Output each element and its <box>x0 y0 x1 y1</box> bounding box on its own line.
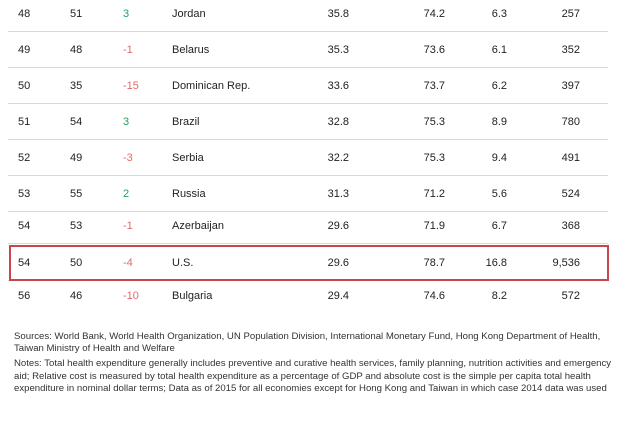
relative-cost-cell: 31.3 <box>327 188 349 200</box>
rank-cell: 52 <box>18 152 31 164</box>
life-expectancy-cell: 78.7 <box>423 257 445 269</box>
per-capita-cost-cell: 524 <box>561 188 580 200</box>
country-cell: Serbia <box>172 152 204 164</box>
table-row: 48 51 3 Jordan 35.8 74.2 6.3 257 <box>0 0 640 32</box>
health-expenditure-pct-cell: 6.1 <box>491 44 507 56</box>
life-expectancy-cell: 71.2 <box>423 188 445 200</box>
rank-change-cell: -1 <box>123 220 133 232</box>
rank-cell: 54 <box>18 220 31 232</box>
rank-change-cell: -10 <box>123 290 139 302</box>
health-expenditure-pct-cell: 8.9 <box>491 116 507 128</box>
per-capita-cost-cell: 572 <box>561 290 580 302</box>
per-capita-cost-cell: 368 <box>561 220 580 232</box>
relative-cost-cell: 32.8 <box>327 116 349 128</box>
relative-cost-cell: 32.2 <box>327 152 349 164</box>
previous-rank-cell: 48 <box>70 44 83 56</box>
rank-cell: 56 <box>18 290 31 302</box>
country-cell: Belarus <box>172 44 210 56</box>
rank-change-cell: -4 <box>123 257 133 269</box>
rank-cell: 54 <box>18 257 31 269</box>
life-expectancy-cell: 74.2 <box>423 8 445 20</box>
table-row: 56 46 -10 Bulgaria 29.4 74.6 8.2 572 <box>0 278 640 314</box>
rank-change-cell: -15 <box>123 80 139 92</box>
country-cell: Dominican Rep. <box>172 80 251 92</box>
per-capita-cost-cell: 9,536 <box>552 257 580 269</box>
country-cell: Bulgaria <box>172 290 213 302</box>
footnotes: Sources: World Bank, World Health Organi… <box>14 331 614 398</box>
country-cell: Russia <box>172 188 206 200</box>
table-row: 49 48 -1 Belarus 35.3 73.6 6.1 352 <box>0 32 640 68</box>
relative-cost-cell: 33.6 <box>327 80 349 92</box>
sources-note: Sources: World Bank, World Health Organi… <box>14 331 601 355</box>
health-expenditure-pct-cell: 6.7 <box>491 220 507 232</box>
rank-cell: 53 <box>18 188 31 200</box>
rank-change-cell: 3 <box>123 8 130 20</box>
country-cell: Jordan <box>172 8 206 20</box>
rank-cell: 49 <box>18 44 31 56</box>
previous-rank-cell: 50 <box>70 257 83 269</box>
life-expectancy-cell: 75.3 <box>423 116 445 128</box>
per-capita-cost-cell: 780 <box>561 116 580 128</box>
per-capita-cost-cell: 397 <box>561 80 580 92</box>
rank-cell: 51 <box>18 116 31 128</box>
rank-change-cell: -3 <box>123 152 133 164</box>
life-expectancy-cell: 73.7 <box>423 80 445 92</box>
table-row: 53 55 2 Russia 31.3 71.2 5.6 524 <box>0 176 640 212</box>
rank-cell: 50 <box>18 80 31 92</box>
per-capita-cost-cell: 352 <box>561 44 580 56</box>
table-row: 51 54 3 Brazil 32.8 75.3 8.9 780 <box>0 104 640 140</box>
health-expenditure-pct-cell: 8.2 <box>491 290 507 302</box>
country-cell: Brazil <box>172 116 200 128</box>
previous-rank-cell: 51 <box>70 8 83 20</box>
previous-rank-cell: 54 <box>70 116 83 128</box>
table-row: 50 35 -15 Dominican Rep. 33.6 73.7 6.2 3… <box>0 68 640 104</box>
rank-change-cell: 3 <box>123 116 130 128</box>
methodology-note: Notes: Total health expenditure generall… <box>14 358 612 394</box>
relative-cost-cell: 35.8 <box>327 8 349 20</box>
relative-cost-cell: 29.6 <box>327 220 349 232</box>
previous-rank-cell: 55 <box>70 188 83 200</box>
relative-cost-cell: 29.4 <box>327 290 349 302</box>
previous-rank-cell: 49 <box>70 152 83 164</box>
relative-cost-cell: 29.6 <box>327 257 349 269</box>
health-expenditure-pct-cell: 5.6 <box>491 188 507 200</box>
table-row: 52 49 -3 Serbia 32.2 75.3 9.4 491 <box>0 140 640 176</box>
life-expectancy-cell: 73.6 <box>423 44 445 56</box>
health-expenditure-pct-cell: 16.8 <box>485 257 507 269</box>
previous-rank-cell: 46 <box>70 290 83 302</box>
rank-cell: 48 <box>18 8 31 20</box>
table-row-highlighted: 54 50 -4 U.S. 29.6 78.7 16.8 9,536 <box>0 245 640 281</box>
previous-rank-cell: 53 <box>70 220 83 232</box>
previous-rank-cell: 35 <box>70 80 83 92</box>
country-cell: U.S. <box>172 257 194 269</box>
relative-cost-cell: 35.3 <box>327 44 349 56</box>
table-row: 54 53 -1 Azerbaijan 29.6 71.9 6.7 368 <box>0 208 640 244</box>
country-cell: Azerbaijan <box>172 220 224 232</box>
life-expectancy-cell: 74.6 <box>423 290 445 302</box>
health-expenditure-pct-cell: 9.4 <box>491 152 507 164</box>
life-expectancy-cell: 75.3 <box>423 152 445 164</box>
rank-change-cell: -1 <box>123 44 133 56</box>
per-capita-cost-cell: 257 <box>561 8 580 20</box>
health-expenditure-pct-cell: 6.3 <box>491 8 507 20</box>
per-capita-cost-cell: 491 <box>561 152 580 164</box>
health-expenditure-pct-cell: 6.2 <box>491 80 507 92</box>
life-expectancy-cell: 71.9 <box>423 220 445 232</box>
rank-change-cell: 2 <box>123 188 130 200</box>
